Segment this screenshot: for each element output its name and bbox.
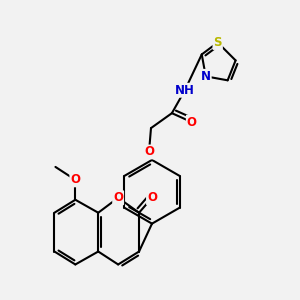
Text: N: N	[201, 70, 211, 83]
Text: NH: NH	[175, 84, 195, 97]
Text: O: O	[144, 146, 154, 158]
Text: O: O	[70, 173, 80, 186]
Text: O: O	[147, 191, 157, 204]
Text: S: S	[213, 36, 222, 49]
Text: O: O	[113, 191, 123, 204]
Text: O: O	[187, 116, 197, 129]
